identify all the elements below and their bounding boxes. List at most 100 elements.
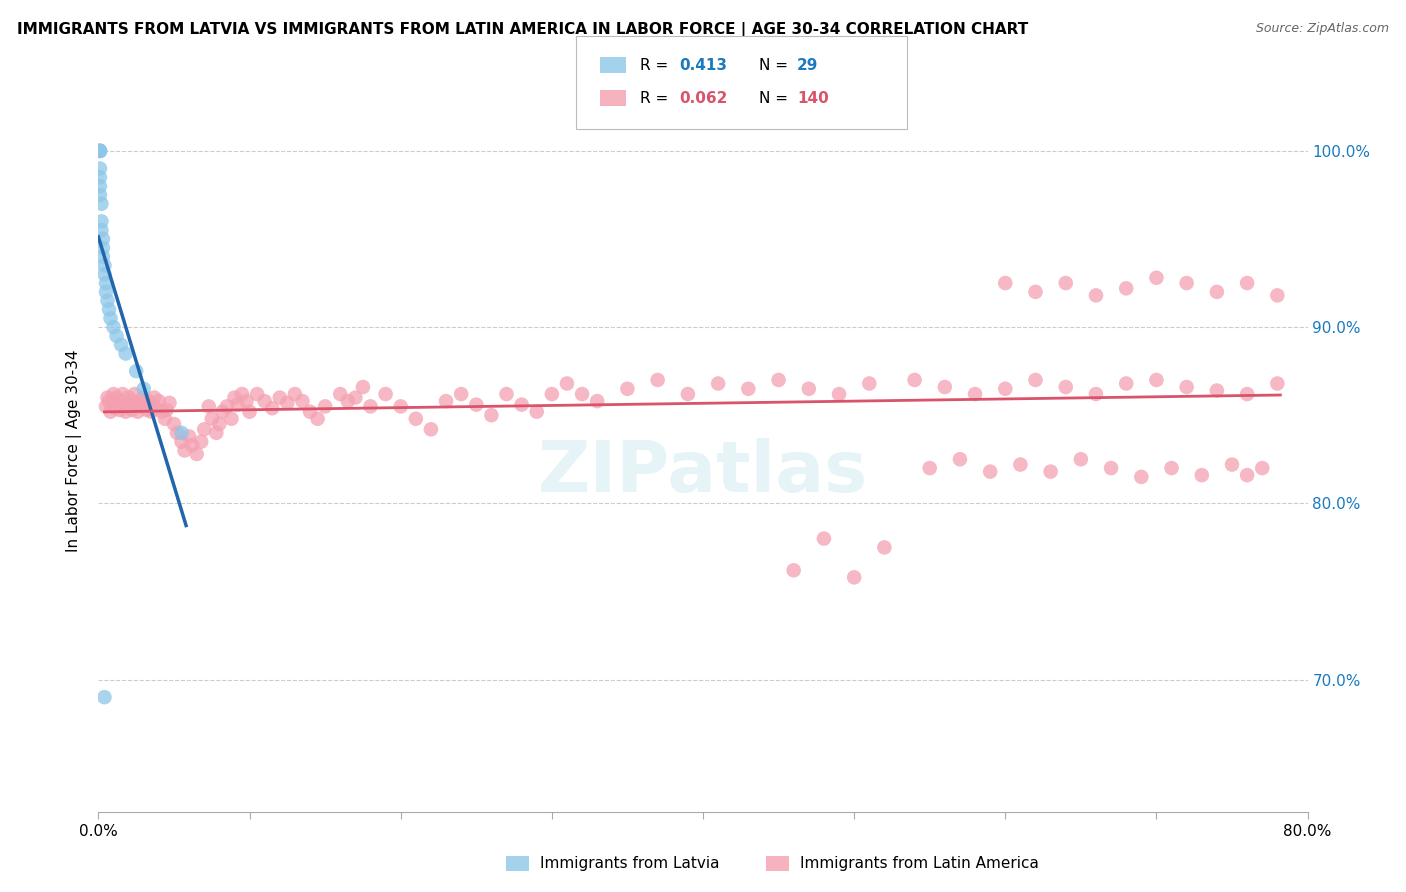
- Y-axis label: In Labor Force | Age 30-34: In Labor Force | Age 30-34: [66, 349, 83, 552]
- Point: [201, 411, 224, 425]
- Point: [193, 422, 215, 436]
- Point: [127, 405, 149, 419]
- Point: [314, 400, 336, 414]
- Point: [994, 382, 1017, 396]
- Point: [91, 250, 114, 264]
- Point: [965, 387, 987, 401]
- Point: [110, 337, 132, 351]
- Point: [1054, 380, 1077, 394]
- Point: [1206, 285, 1229, 299]
- Point: [90, 223, 112, 237]
- Text: Immigrants from Latvia: Immigrants from Latvia: [540, 856, 720, 871]
- Point: [934, 380, 956, 394]
- Point: [110, 394, 132, 409]
- Point: [949, 452, 972, 467]
- Point: [120, 396, 142, 410]
- Point: [89, 144, 111, 158]
- Point: [1160, 461, 1182, 475]
- Point: [215, 400, 238, 414]
- Point: [291, 394, 314, 409]
- Point: [352, 380, 374, 394]
- Point: [299, 405, 322, 419]
- Point: [1070, 452, 1092, 467]
- Point: [114, 405, 136, 419]
- Point: [105, 329, 128, 343]
- Point: [540, 387, 562, 401]
- Point: [284, 387, 307, 401]
- Point: [526, 405, 548, 419]
- Point: [1085, 387, 1108, 401]
- Point: [153, 411, 176, 425]
- Point: [239, 405, 262, 419]
- Point: [118, 391, 141, 405]
- Point: [190, 434, 212, 449]
- Point: [103, 387, 125, 401]
- Point: [676, 387, 699, 401]
- Point: [262, 401, 284, 416]
- Point: [1085, 288, 1108, 302]
- Point: [510, 398, 533, 412]
- Point: [90, 214, 112, 228]
- Point: [103, 394, 125, 409]
- Point: [136, 394, 159, 409]
- Point: [481, 408, 503, 422]
- Point: [159, 396, 181, 410]
- Text: 140: 140: [797, 91, 830, 105]
- Point: [813, 532, 835, 546]
- Point: [89, 161, 111, 176]
- Text: Immigrants from Latin America: Immigrants from Latin America: [800, 856, 1039, 871]
- Point: [141, 405, 163, 419]
- Point: [89, 144, 111, 158]
- Point: [768, 373, 790, 387]
- Point: [143, 391, 166, 405]
- Point: [1144, 270, 1167, 285]
- Point: [148, 394, 170, 409]
- Point: [420, 422, 443, 436]
- Point: [844, 570, 866, 584]
- Point: [586, 394, 609, 409]
- Point: [89, 144, 111, 158]
- Point: [1039, 465, 1062, 479]
- Point: [121, 403, 143, 417]
- Point: [125, 398, 148, 412]
- Point: [205, 425, 228, 440]
- Point: [114, 346, 136, 360]
- Point: [1024, 285, 1046, 299]
- Point: [797, 382, 820, 396]
- Point: [132, 382, 155, 396]
- Point: [96, 293, 118, 308]
- Point: [93, 690, 115, 705]
- Point: [904, 373, 927, 387]
- Point: [616, 382, 638, 396]
- Point: [1024, 373, 1046, 387]
- Point: [647, 373, 669, 387]
- Point: [208, 417, 231, 431]
- Point: [1144, 373, 1167, 387]
- Text: N =: N =: [759, 58, 789, 72]
- Text: R =: R =: [640, 58, 668, 72]
- Point: [253, 394, 276, 409]
- Point: [181, 438, 204, 452]
- Point: [100, 405, 122, 419]
- Point: [89, 179, 111, 194]
- Point: [132, 391, 155, 405]
- Text: N =: N =: [759, 91, 789, 105]
- Point: [186, 447, 208, 461]
- Point: [89, 144, 111, 158]
- Point: [100, 311, 122, 326]
- Point: [89, 170, 111, 185]
- Point: [276, 396, 298, 410]
- Point: [235, 394, 257, 409]
- Point: [737, 382, 759, 396]
- Point: [170, 434, 193, 449]
- Point: [90, 196, 112, 211]
- Point: [1267, 376, 1289, 391]
- Point: [145, 401, 167, 416]
- Point: [1267, 288, 1289, 302]
- Point: [828, 387, 851, 401]
- Point: [450, 387, 472, 401]
- Point: [389, 400, 412, 414]
- Point: [994, 276, 1017, 290]
- Point: [979, 465, 1001, 479]
- Point: [226, 398, 249, 412]
